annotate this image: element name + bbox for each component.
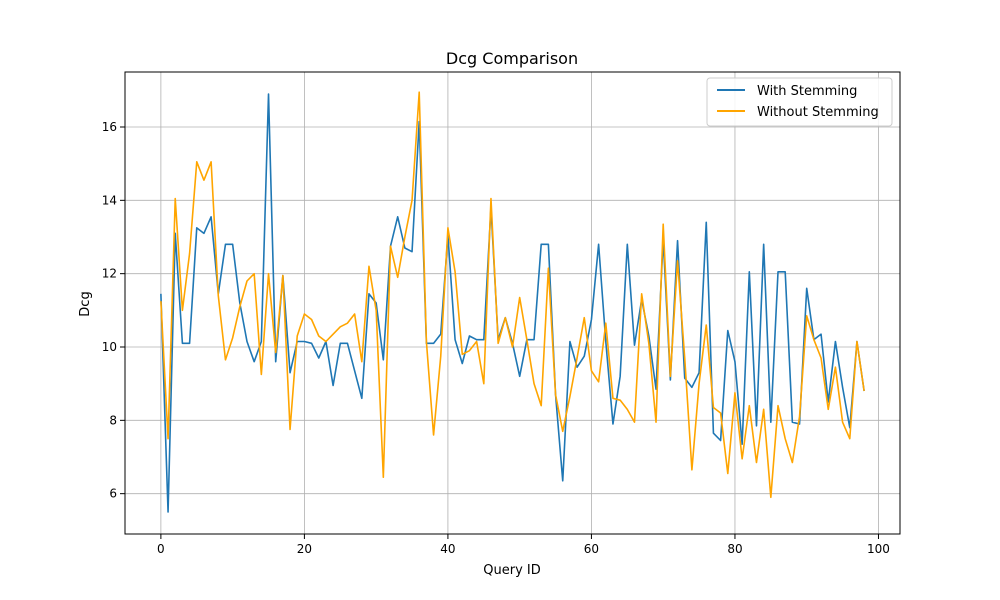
legend-label-with-stemming: With Stemming [757, 84, 857, 99]
y-tick-label: 12 [102, 267, 117, 281]
series-layer [160, 91, 865, 513]
x-tick-label: 20 [297, 542, 312, 556]
chart-title: Dcg Comparison [446, 49, 578, 68]
y-axis-label: Dcg [78, 291, 93, 316]
legend-box [706, 77, 893, 127]
x-tick-label: 40 [440, 542, 455, 556]
x-axis-label: Query ID [483, 563, 540, 578]
y-tick-label: 16 [102, 120, 117, 134]
x-tick-label: 0 [157, 542, 165, 556]
x-tick-label: 80 [727, 542, 742, 556]
x-tick-label: 100 [867, 542, 890, 556]
plot-area-frame [124, 71, 901, 535]
x-axis-ticks: 0 20 40 60 80 100 [157, 534, 890, 556]
series-line-without-stemming [160, 91, 865, 499]
legend: With Stemming Without Stemming [706, 77, 893, 127]
y-tick-label: 8 [109, 413, 117, 427]
y-tick-label: 10 [102, 340, 117, 354]
y-tick-label: 6 [109, 487, 117, 501]
x-tick-label: 60 [584, 542, 599, 556]
y-axis-ticks: 6 8 10 12 14 16 [102, 120, 125, 501]
y-tick-label: 14 [102, 193, 117, 207]
legend-label-without-stemming: Without Stemming [757, 105, 879, 120]
